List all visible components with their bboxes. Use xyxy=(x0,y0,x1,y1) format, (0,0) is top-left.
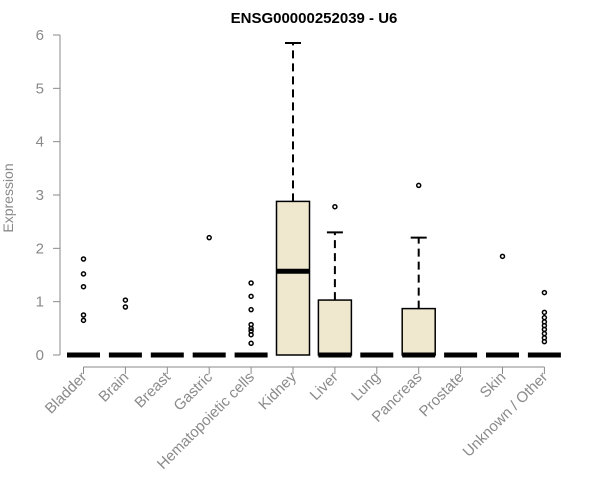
outlier-point xyxy=(541,314,548,321)
box-iqr xyxy=(275,200,311,356)
y-tick-label: 3 xyxy=(36,187,44,204)
outlier-point xyxy=(206,234,212,241)
box-skin xyxy=(486,253,519,358)
outlier-point xyxy=(415,182,422,189)
x-tick-label: Skin xyxy=(477,369,510,402)
box-pancreas xyxy=(401,182,436,358)
y-tick-label: 5 xyxy=(36,80,44,97)
box-liver xyxy=(317,203,353,358)
box-series xyxy=(67,42,561,358)
box-unknown-other xyxy=(527,289,561,358)
outlier-point xyxy=(248,293,254,300)
outlier-point xyxy=(541,335,548,341)
outlier-point xyxy=(499,253,506,260)
y-tick-label: 4 xyxy=(36,134,44,151)
outlier-point xyxy=(80,256,87,262)
outlier-point xyxy=(541,319,548,325)
outlier-point xyxy=(80,271,87,277)
y-tick-label: 0 xyxy=(36,347,44,364)
outlier-point xyxy=(541,330,548,337)
outlier-point xyxy=(248,340,254,347)
x-tick-label: Liver xyxy=(307,369,342,404)
x-tick-label: Prostate xyxy=(416,369,468,421)
y-axis: 0 1 2 3 4 5 6 xyxy=(36,27,61,364)
outlier-point xyxy=(541,309,548,316)
x-tick-label: Breast xyxy=(131,368,174,411)
outlier-point xyxy=(248,328,254,334)
box-hematopoietic-cells xyxy=(234,280,268,358)
outlier-point xyxy=(80,283,87,290)
y-tick-label: 1 xyxy=(36,294,44,311)
box-bladder xyxy=(67,256,100,358)
box-kidney xyxy=(275,42,311,356)
box-iqr xyxy=(317,299,353,356)
x-tick-label: Lung xyxy=(348,369,384,405)
box-gastric xyxy=(192,234,226,358)
x-tick-label: Brain xyxy=(95,369,132,406)
outlier-point xyxy=(80,312,87,318)
box-brain xyxy=(108,297,142,358)
y-tick-label: 6 xyxy=(36,27,44,44)
x-tick-label: Bladder xyxy=(42,369,91,418)
outlier-point xyxy=(122,297,129,303)
outlier-point xyxy=(80,317,87,324)
x-tick-label: Kidney xyxy=(255,368,300,413)
outlier-point xyxy=(122,304,129,310)
outlier-point xyxy=(248,321,254,328)
outlier-point xyxy=(248,280,254,286)
outlier-point xyxy=(332,203,338,210)
y-tick-label: 2 xyxy=(36,240,44,257)
outlier-point xyxy=(541,289,548,296)
outlier-point xyxy=(248,306,254,313)
y-axis-label: Expression xyxy=(0,163,16,232)
box-iqr xyxy=(401,307,436,356)
chart-title: ENSG00000252039 - U6 xyxy=(231,10,398,27)
